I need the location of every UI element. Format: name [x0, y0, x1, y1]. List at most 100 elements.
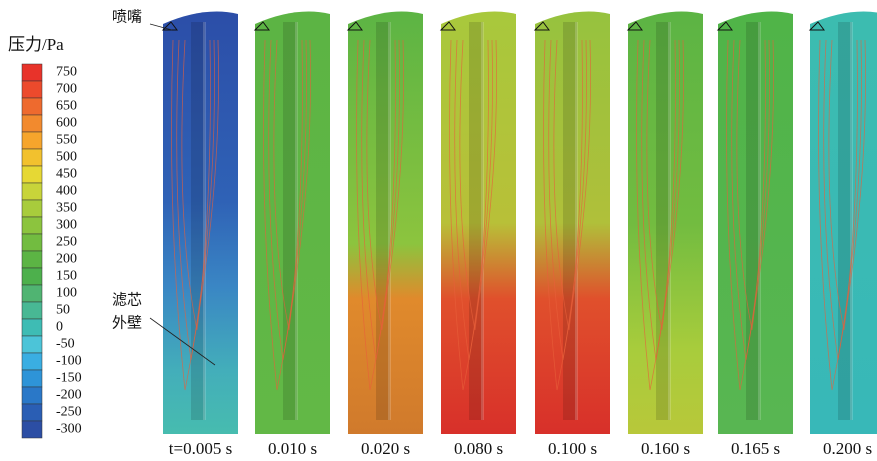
tick-label: 650: [56, 99, 77, 114]
streamline: [361, 39, 400, 361]
filter-core: [283, 22, 297, 420]
nozzle: [161, 21, 178, 31]
streamline: [459, 39, 489, 331]
filter-core: [563, 22, 577, 420]
color-band: [21, 216, 43, 235]
tick-label: 150: [56, 269, 77, 284]
tick-label: 400: [56, 184, 77, 199]
tick-label: 600: [56, 116, 77, 131]
tick-label: 100: [56, 286, 77, 301]
nozzle: [439, 21, 456, 31]
color-band: [21, 369, 43, 388]
filter-core: [838, 22, 852, 420]
streamline: [268, 39, 307, 361]
time-label: 0.020 s: [361, 439, 410, 458]
filter-core-edge: [203, 22, 206, 420]
streamline: [646, 39, 676, 331]
filter-core: [191, 22, 205, 420]
filter-core-edge: [850, 22, 853, 420]
color-band: [21, 114, 43, 133]
tick-label: -300: [56, 422, 82, 437]
time-label: 0.200 s: [823, 439, 872, 458]
tick-label: 550: [56, 133, 77, 148]
filter-core-edge: [388, 22, 391, 420]
color-band: [21, 250, 43, 269]
nozzle: [253, 21, 270, 31]
color-band: [21, 199, 43, 218]
filter-core: [376, 22, 390, 420]
tick-label: -250: [56, 405, 82, 420]
contour-panel: [810, 11, 877, 434]
color-band: [21, 80, 43, 99]
filter-core-edge: [575, 22, 578, 420]
filter-core-edge: [295, 22, 298, 420]
color-band: [21, 403, 43, 422]
panels: t=0.005 s 0.010 s 0.020 s 0.080 s 0.100 s 0.1…: [161, 11, 877, 458]
leader: [149, 317, 216, 366]
color-band: [21, 267, 43, 286]
streamline: [273, 39, 303, 331]
tick-label: 250: [56, 235, 77, 250]
filter-core: [469, 22, 483, 420]
streamline: [176, 39, 215, 361]
streamline: [636, 39, 684, 391]
time-label: 0.080 s: [454, 439, 503, 458]
color-band: [21, 352, 43, 371]
colorbar: 7507006506005505004504003503002502001501…: [21, 63, 82, 439]
color-band: [21, 97, 43, 116]
streamline: [641, 39, 680, 361]
time-label: 0.160 s: [641, 439, 690, 458]
tick-label: -200: [56, 388, 82, 403]
color-band: [21, 386, 43, 405]
nozzle: [626, 21, 643, 31]
filter-core-edge: [758, 22, 761, 420]
color-band: [21, 318, 43, 337]
tick-label: 700: [56, 82, 77, 97]
filter-core: [656, 22, 670, 420]
streamline: [828, 39, 858, 331]
tick-label: -50: [56, 337, 75, 352]
filter-core-edge: [481, 22, 484, 420]
nozzle: [533, 21, 550, 31]
wall-label: 外壁: [112, 314, 142, 331]
time-label: t=0.005 s: [169, 439, 232, 458]
nozzle: [346, 21, 363, 31]
time-label: 0.010 s: [268, 439, 317, 458]
streamline: [818, 39, 866, 391]
color-band: [21, 284, 43, 303]
nozzle: [808, 21, 825, 31]
color-band: [21, 165, 43, 184]
tick-label: 0: [56, 320, 63, 335]
color-band: [21, 420, 43, 439]
color-band: [21, 182, 43, 201]
nozzle: [716, 21, 733, 31]
tick-label: -150: [56, 371, 82, 386]
streamline: [454, 39, 493, 361]
streamline: [543, 39, 591, 391]
streamline: [736, 39, 766, 331]
streamline: [726, 39, 774, 391]
streamline: [356, 39, 404, 391]
streamline: [553, 39, 583, 331]
color-band: [21, 148, 43, 167]
color-band: [21, 63, 43, 82]
time-label: 0.100 s: [548, 439, 597, 458]
streamline: [263, 39, 311, 391]
streamline: [731, 39, 770, 361]
color-band: [21, 335, 43, 354]
streamline: [181, 39, 211, 331]
color-band: [21, 131, 43, 150]
tick-label: 350: [56, 201, 77, 216]
legend-title: 压力/Pa: [8, 35, 64, 54]
streamline: [449, 39, 497, 391]
time-label: 0.165 s: [731, 439, 780, 458]
filter-core-edge: [668, 22, 671, 420]
tick-label: 450: [56, 167, 77, 182]
tick-label: 500: [56, 150, 77, 165]
tick-label: -100: [56, 354, 82, 369]
tick-label: 50: [56, 303, 70, 318]
streamline: [548, 39, 587, 361]
streamline: [171, 39, 219, 391]
tick-label: 750: [56, 65, 77, 80]
